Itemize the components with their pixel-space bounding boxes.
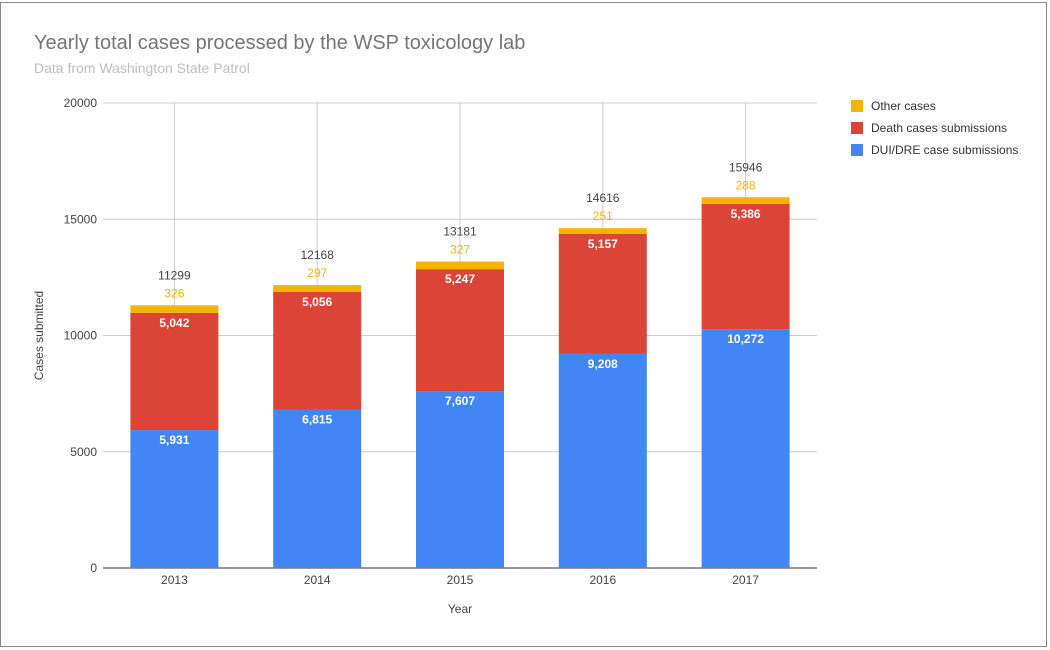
- bar-death-cases-submissions: [416, 269, 504, 392]
- bar-other-cases: [273, 285, 362, 292]
- legend-label: Other cases: [871, 99, 936, 113]
- total-label: 11299: [158, 268, 191, 282]
- data-label: 5,056: [302, 295, 332, 309]
- total-label: 14616: [586, 191, 620, 205]
- data-label-other: 326: [164, 286, 184, 300]
- x-axis-title: Year: [448, 602, 472, 616]
- data-label-other: 297: [307, 266, 327, 280]
- y-tick-label: 20000: [64, 96, 98, 110]
- bar-other-cases: [416, 261, 504, 270]
- legend-label: Death cases submissions: [871, 121, 1008, 135]
- data-label: 5,386: [731, 207, 761, 221]
- data-label-other: 288: [736, 178, 756, 192]
- data-label-other: 251: [593, 209, 613, 223]
- bar-death-cases-submissions: [558, 234, 647, 354]
- x-tick-label: 2014: [304, 573, 331, 587]
- bar-dui-dre-case-submissions: [558, 353, 647, 568]
- x-tick-label: 2017: [732, 573, 759, 587]
- y-tick-label: 5000: [70, 445, 97, 459]
- chart-title: Yearly total cases processed by the WSP …: [34, 32, 526, 54]
- y-axis-title: Cases submitted: [32, 291, 46, 380]
- bar-other-cases: [701, 197, 790, 204]
- bar-death-cases-submissions: [273, 291, 362, 410]
- x-tick-label: 2016: [589, 573, 616, 587]
- total-label: 12168: [301, 248, 335, 262]
- x-tick-label: 2013: [161, 573, 188, 587]
- data-label: 7,607: [445, 394, 475, 408]
- bar-dui-dre-case-submissions: [701, 329, 790, 568]
- data-label: 6,815: [302, 413, 332, 427]
- bar-dui-dre-case-submissions: [130, 430, 219, 568]
- data-label: 10,272: [727, 332, 764, 346]
- total-label: 13181: [443, 225, 477, 239]
- data-label: 5,247: [445, 272, 475, 286]
- legend-swatch: [851, 122, 863, 134]
- y-tick-label: 10000: [64, 329, 98, 343]
- data-label: 5,931: [159, 433, 189, 447]
- bar-dui-dre-case-submissions: [416, 391, 504, 568]
- bar-other-cases: [130, 305, 219, 313]
- legend-swatch: [851, 144, 863, 156]
- data-label: 5,042: [159, 316, 189, 330]
- data-label-other: 327: [450, 243, 470, 257]
- legend-swatch: [851, 100, 863, 112]
- chart-legend: Other cases Death cases submissions DUI/DR…: [851, 95, 1018, 161]
- data-label: 5,157: [588, 237, 618, 251]
- legend-item: Other cases: [851, 95, 1018, 117]
- bar-other-cases: [558, 228, 647, 235]
- bar-death-cases-submissions: [130, 312, 219, 431]
- x-tick-label: 2015: [447, 573, 474, 587]
- legend-item: Death cases submissions: [851, 117, 1018, 139]
- bar-dui-dre-case-submissions: [273, 409, 362, 568]
- y-tick-label: 15000: [64, 212, 98, 226]
- legend-label: DUI/DRE case submissions: [871, 143, 1019, 157]
- bar-death-cases-submissions: [701, 203, 790, 330]
- chart-subtitle: Data from Washington State Patrol: [34, 60, 250, 76]
- total-label: 15946: [729, 160, 763, 174]
- legend-item: DUI/DRE case submissions: [851, 139, 1018, 161]
- y-tick-label: 0: [90, 561, 97, 575]
- data-label: 9,208: [588, 357, 618, 371]
